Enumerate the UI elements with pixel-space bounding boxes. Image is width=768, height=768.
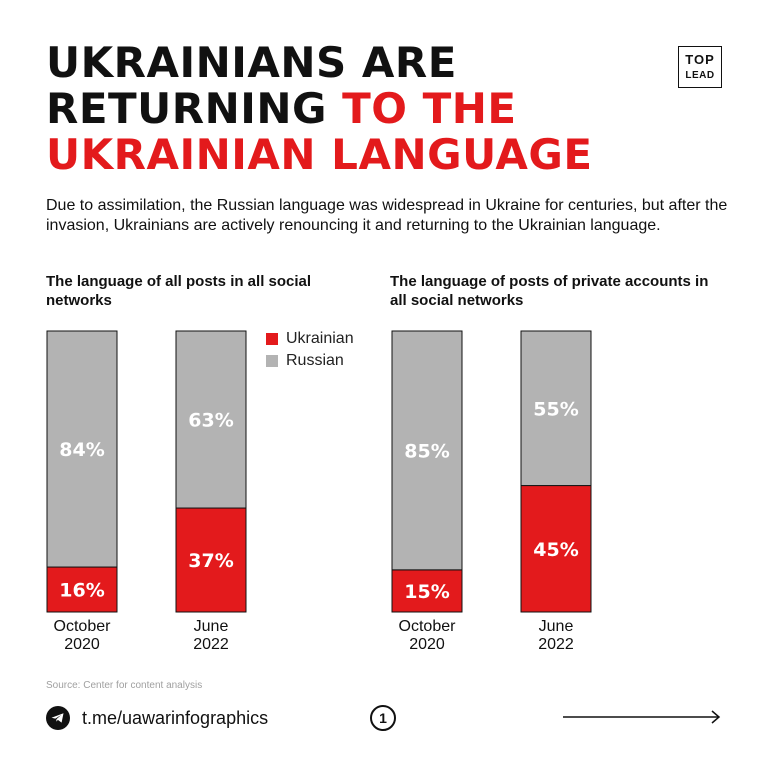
bar-1-2-russian — [175, 330, 247, 509]
telegram-link-text: t.me/uawarinfographics — [82, 707, 269, 728]
bar-2-1-ukrainian — [391, 569, 463, 613]
title-line-2-red: TO THE — [342, 84, 517, 133]
bar-label-2-1-russian: 85% — [404, 440, 449, 462]
bar-label-1-2-ukrainian: 37% — [188, 550, 233, 572]
logo-lead: LEAD — [685, 70, 715, 81]
intro-text: Due to assimilation, the Russian languag… — [46, 197, 728, 234]
bar-2-2-russian — [520, 330, 592, 487]
legend-label-ukrainian: Ukrainian — [286, 330, 354, 347]
bar-1-2-ukrainian — [175, 507, 247, 613]
legend-item-ukrainian: Ukrainian — [266, 328, 354, 350]
legend-item-russian: Russian — [266, 350, 354, 372]
logo-top: TOP — [685, 52, 715, 67]
page-title: UKRAINIANS ARE RETURNING TO THE UKRAINIA… — [46, 40, 666, 178]
category-label-1-1-line-2: 2020 — [64, 636, 100, 653]
bar-label-1-2-russian: 63% — [188, 410, 233, 432]
bar-2-1-russian — [391, 330, 463, 571]
chart-2-title: The language of posts of private account… — [390, 273, 709, 309]
title-line-1: UKRAINIANS ARE — [46, 38, 457, 87]
chart-1-title: The language of all posts in all social … — [46, 273, 312, 309]
category-label-2-2-line-2: 2022 — [538, 636, 574, 653]
bar-label-1-1-ukrainian: 16% — [59, 580, 104, 602]
bar-1-1-ukrainian — [46, 566, 118, 613]
title-line-2: RETURNING TO THE — [46, 86, 666, 132]
source-note: Source: Center for content analysis — [46, 680, 203, 691]
page-number: 1 — [370, 705, 396, 731]
category-label-2-2-line-1: June — [539, 618, 574, 635]
category-label-1-2-line-2: 2022 — [193, 636, 229, 653]
category-label-1-1-line-1: October — [54, 618, 112, 635]
bar-label-2-2-russian: 55% — [533, 398, 578, 420]
bar-label-2-1-ukrainian: 15% — [404, 581, 449, 603]
bar-2-2-ukrainian — [520, 485, 592, 613]
legend-swatch-ukrainian — [266, 333, 278, 345]
category-label-2-1-line-2: 2020 — [409, 636, 445, 653]
bar-1-1-russian — [46, 330, 118, 568]
top-lead-logo: TOP LEAD — [678, 46, 722, 88]
title-line-3: UKRAINIAN LANGUAGE — [46, 130, 593, 179]
telegram-icon — [46, 706, 70, 730]
title-line-2-black: RETURNING — [46, 84, 343, 133]
legend-swatch-russian — [266, 355, 278, 367]
category-label-1-2-line-1: June — [194, 618, 229, 635]
bar-label-1-1-russian: 84% — [59, 439, 104, 461]
legend-label-russian: Russian — [286, 352, 344, 369]
arrow-right-icon[interactable] — [563, 708, 723, 726]
legend: Ukrainian Russian — [266, 328, 354, 372]
category-label-2-1-line-1: October — [399, 618, 457, 635]
telegram-link[interactable]: t.me/uawarinfographics — [46, 704, 268, 732]
bar-label-2-2-ukrainian: 45% — [533, 539, 578, 561]
